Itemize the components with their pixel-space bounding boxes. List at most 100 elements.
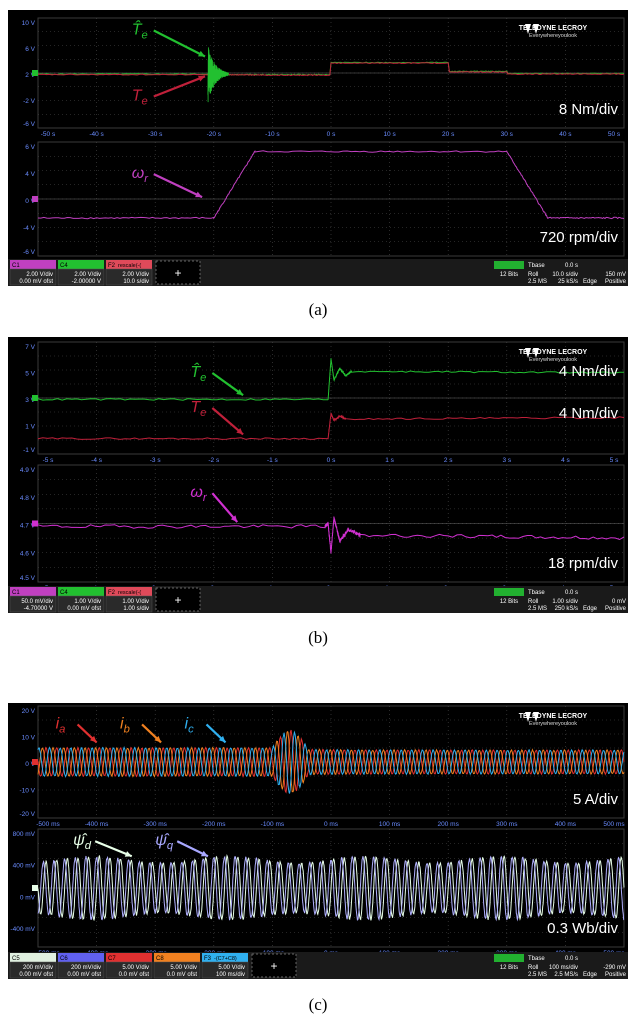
scope-panel-a: 10 V 6 V 2 V -2 V -6 V -50 s -40 s -30 s -20 s -1… — [8, 10, 628, 286]
add-channel-button-b[interactable]: + — [155, 587, 201, 612]
ytick-b-1-2: 4.7 V — [20, 523, 36, 530]
timebase-sampling-b: 2.5 MS — [528, 606, 547, 612]
annotation-arrow-a-0-1 — [153, 75, 206, 98]
ytick-b-0-3: 1 V — [25, 424, 35, 431]
annotation-label-a-1-0: ωr — [132, 165, 149, 185]
xtick-b-0-1: -4 s — [91, 457, 103, 464]
annotation-arrow-b-0-1 — [211, 407, 244, 436]
annotation-label-b-0-0: T̂e — [190, 361, 206, 384]
brand-name-a: TELEDYNE LECROY — [519, 25, 588, 32]
xtick-b-0-4: -1 s — [267, 457, 279, 464]
channel-name-a-2: F2 — [108, 263, 116, 269]
ground-marker-a-0 — [32, 70, 38, 76]
timebase-rate-c: 100 ms/div — [549, 965, 578, 971]
annotation-label-c-1-0: ψ̂d — [73, 832, 92, 852]
ground-marker-c-1 — [32, 885, 38, 891]
scale-label-c-1: 0.3 Wb/div — [547, 920, 618, 937]
xtick-c-0-1: -400 ms — [85, 821, 109, 828]
xtick-b-0-10: 5 s — [610, 457, 619, 464]
annotation-arrowhead-a-1-0 — [195, 191, 203, 198]
timebase-mode-c: Roll — [528, 965, 538, 971]
channel-offset-a-1: -2.00000 V — [72, 279, 101, 285]
ytick-c-1-3: -400 mV — [10, 926, 35, 933]
scale-label-a-0: 8 Nm/div — [559, 101, 619, 118]
channel-header-c-1 — [58, 953, 104, 962]
channel-offset-c-0: 0.00 mV ofst — [19, 972, 53, 978]
timebase-value-c: 0.0 s — [565, 956, 578, 962]
trace-c-0-2 — [37, 730, 625, 794]
channel-title-b-2: rescale(-( — [118, 590, 141, 596]
ytick-b-0-2: 3 V — [25, 397, 35, 404]
xtick-c-0-0: -500 ms — [36, 821, 60, 828]
channel-name-c-0: C5 — [12, 956, 20, 962]
annotation-label-c-0-2: ic — [185, 715, 195, 735]
ytick-a-1-2: 0 V — [25, 198, 35, 205]
scope-screen-c: 20 V 10 V 0 V -10 V -20 V-500 ms -400 ms -300 … — [8, 705, 628, 979]
ytick-b-0-1: 5 V — [25, 371, 35, 378]
channel-scale-b-1: 1.00 V/div — [74, 599, 101, 605]
channel-body-a-2 — [105, 268, 153, 286]
add-channel-plus-a: + — [174, 266, 181, 280]
trigger-mode-a: Positive — [605, 279, 627, 285]
scope-screen-b: 7 V 5 V 3 V 1 V -1 V -5 s -4 s -3 s -2 s -1 s 0 s 1… — [8, 341, 628, 613]
annotation-arrowhead-c-0-0 — [89, 735, 97, 743]
brand-logo-icon-a — [525, 24, 539, 34]
channel-body-c-2 — [105, 961, 153, 979]
ytick-c-1-1: 400 mV — [13, 863, 36, 870]
xtick-b-0-2: -3 s — [150, 457, 162, 464]
ytick-a-0-1: 6 V — [25, 46, 35, 53]
channel-scale-c-2: 5.00 V/div — [122, 965, 149, 971]
xtick-a-0-2: -30 s — [148, 131, 163, 138]
trigger-type-c: Edge — [583, 972, 598, 978]
add-channel-button-c[interactable]: + — [251, 953, 297, 978]
hd-badge-b — [494, 588, 524, 596]
scope-screen-a: 10 V 6 V 2 V -2 V -6 V -50 s -40 s -30 s -20 s -1… — [8, 17, 628, 286]
ytick-c-0-1: 10 V — [22, 735, 36, 742]
xtick-a-0-5: 0 s — [327, 131, 336, 138]
xtick-c-0-8: 300 ms — [496, 821, 518, 828]
channel-offset-c-3: 0.0 mV ofst — [167, 972, 198, 978]
annotation-arrowhead-b-0-0 — [236, 389, 244, 396]
xtick-a-0-6: 10 s — [383, 131, 396, 138]
annotation-arrow-a-1-0 — [153, 173, 203, 199]
xtick-a-0-4: -10 s — [265, 131, 280, 138]
caption-b: (b) — [308, 628, 328, 647]
caption-a: (a) — [308, 300, 328, 319]
ground-marker-b-0 — [32, 395, 38, 401]
grid-b-1: 4.9 V4.8 V4.7 V4.6 V4.5 V-5 s-4 s-3 s-2 … — [20, 464, 625, 592]
xtick-b-0-6: 1 s — [385, 457, 394, 464]
annotation-arrow-b-1-0 — [211, 492, 239, 523]
brand-name-b: TELEDYNE LECROY — [519, 349, 588, 356]
annotation-arrowhead-c-0-2 — [218, 735, 226, 743]
brand-logo-icon-c — [525, 712, 539, 722]
ytick-b-0-0: 7 V — [25, 344, 35, 351]
annotation-label-a-0-1: Te — [132, 88, 148, 108]
trigger-mode-b: Positive — [605, 606, 627, 612]
brand-tagline-c: Everywhereyoulook — [529, 721, 577, 727]
scale-label-2-b-0: 4 Nm/div — [559, 405, 619, 422]
xtick-c-0-3: -200 ms — [202, 821, 226, 828]
xtick-c-0-9: 400 ms — [555, 821, 577, 828]
timebase-bits-b: 12 Bits — [500, 599, 518, 605]
channel-name-c-3: C8 — [156, 956, 164, 962]
xtick-c-0-6: 100 ms — [379, 821, 401, 828]
timebase-mode-b: Roll — [528, 599, 538, 605]
channel-name-c-4: F3 — [204, 956, 212, 962]
xtick-a-0-8: 30 s — [501, 131, 514, 138]
channel-scale-b-0: 50.0 mV/div — [21, 599, 53, 605]
timebase-rate-a: 10.0 s/div — [552, 272, 578, 278]
trace-b-0-1 — [37, 412, 625, 440]
channel-offset-a-0: 0.00 mV ofst — [19, 279, 53, 285]
channel-body-a-0 — [9, 268, 57, 286]
trigger-type-b: Edge — [583, 606, 598, 612]
add-channel-button-a[interactable]: + — [155, 260, 201, 285]
annotation-arrow-a-0-0 — [153, 29, 206, 58]
xtick-a-0-9: 40 s — [559, 131, 572, 138]
channel-scale-c-1: 200 mV/div — [71, 965, 101, 971]
ytick-b-1-1: 4.8 V — [20, 495, 36, 502]
timebase-box-b: 12 Bits Tbase 0.0 s Roll 1.00 s/div 2.5 MS 250… — [494, 588, 627, 612]
timebase-value-b: 0.0 s — [565, 590, 578, 596]
